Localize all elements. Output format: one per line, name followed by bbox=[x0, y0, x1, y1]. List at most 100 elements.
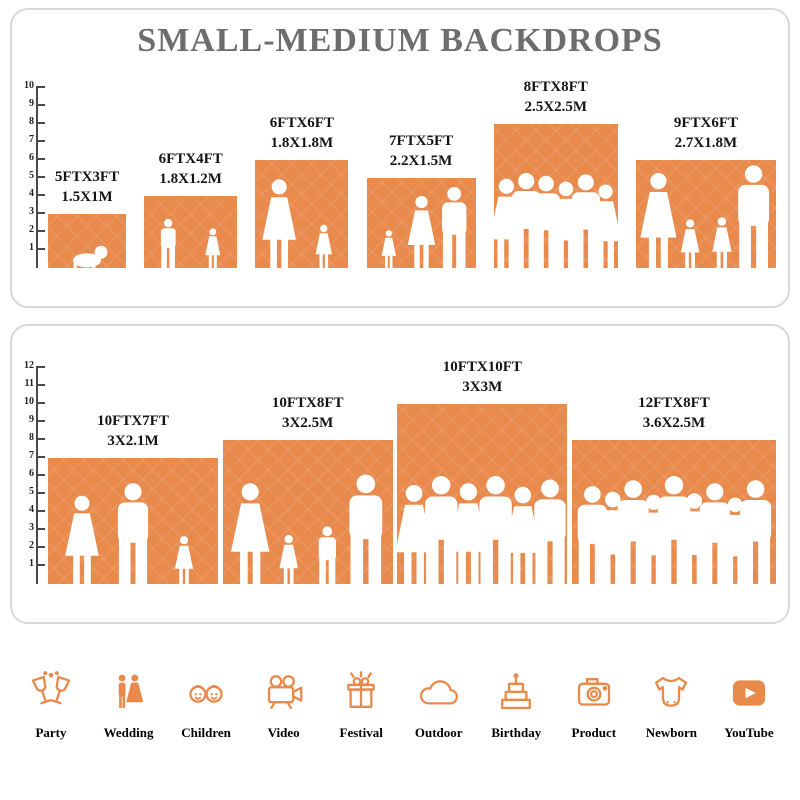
ruler-tick: 1 bbox=[29, 242, 45, 253]
backdrop-swatch bbox=[255, 160, 349, 268]
category-label: Birthday bbox=[491, 725, 542, 740]
backdrop-size-m: 3.6X2.5M bbox=[642, 414, 706, 431]
party-icon bbox=[28, 670, 74, 716]
category-item: Video bbox=[247, 670, 321, 741]
backdrop-size-m: 3X2.1M bbox=[107, 432, 159, 449]
ruler-tick-number: 2 bbox=[29, 540, 34, 551]
children-icon bbox=[183, 670, 229, 716]
ruler-tick-number: 12 bbox=[24, 360, 34, 371]
size-chart-page: SMALL-MEDIUM BACKDROPS 1 2 3 4 5 6 7 8 9 10 5FTX3… bbox=[10, 8, 790, 741]
backdrop-item: 8FTX8FT 2.5X2.5M bbox=[493, 78, 618, 268]
category-label: Newborn bbox=[645, 725, 698, 740]
ruler-feet-top: 1 2 3 4 5 6 7 8 9 10 bbox=[18, 10, 45, 268]
ruler-tick: 2 bbox=[29, 540, 45, 551]
ruler-tick-number: 8 bbox=[29, 432, 34, 443]
newborn-icon bbox=[648, 670, 694, 716]
ruler-tick: 7 bbox=[29, 450, 45, 461]
backdrop-label: 10FTX10FT 3X3M bbox=[443, 358, 522, 397]
category-row: Party Wedding Children Video Festival Ou… bbox=[10, 640, 790, 741]
backdrop-label: 12FTX8FT 3.6X2.5M bbox=[638, 394, 710, 433]
backdrop-size-ft: 7FTX5FT bbox=[388, 133, 454, 149]
backdrop-item: 6FTX6FT 1.8X1.8M bbox=[255, 114, 349, 268]
ruler-feet-bottom: 1 2 3 4 5 6 7 8 9 10 11 12 bbox=[18, 326, 45, 584]
category-label: Children bbox=[181, 725, 231, 740]
backdrop-size-m: 2.7X1.8M bbox=[674, 134, 738, 151]
backdrop-item: 5FTX3FT 1.5X1M bbox=[48, 168, 126, 268]
wedding-icon bbox=[106, 670, 152, 716]
backdrop-swatch bbox=[493, 124, 618, 268]
backdrop-item: 7FTX5FT 2.2X1.5M bbox=[366, 132, 476, 268]
ruler-tick: 6 bbox=[29, 152, 45, 163]
backdrop-label: 10FTX7FT 3X2.1M bbox=[97, 412, 169, 451]
ruler-tick-number: 1 bbox=[29, 558, 34, 569]
backdrop-row-top: 5FTX3FT 1.5X1M 6FTX4FT 1.8X1.2M 6FTX6FT … bbox=[48, 78, 776, 268]
ruler-tick-number: 2 bbox=[29, 224, 34, 235]
youtube-icon bbox=[726, 670, 772, 716]
category-item: Newborn bbox=[634, 670, 708, 741]
backdrop-size-ft: 10FTX7FT bbox=[97, 413, 169, 429]
category-item: Children bbox=[169, 670, 243, 741]
ruler-tick-number: 8 bbox=[29, 116, 34, 127]
backdrop-size-m: 1.8X1.2M bbox=[159, 170, 222, 187]
backdrop-size-ft: 10FTX10FT bbox=[442, 359, 522, 375]
backdrop-label: 5FTX3FT 1.5X1M bbox=[55, 168, 119, 207]
category-label: Product bbox=[571, 725, 617, 740]
category-item: Outdoor bbox=[402, 670, 476, 741]
ruler-tick: 3 bbox=[29, 206, 45, 217]
ruler-tick: 11 bbox=[25, 378, 45, 389]
ruler-line bbox=[36, 368, 38, 584]
ruler-tick-number: 11 bbox=[24, 378, 34, 389]
ruler-tick: 4 bbox=[29, 188, 45, 199]
ruler-tick-number: 9 bbox=[29, 414, 34, 425]
backdrop-size-m: 1.8X1.8M bbox=[270, 134, 334, 151]
ruler-tick: 2 bbox=[29, 224, 45, 235]
backdrop-swatch bbox=[635, 160, 776, 268]
backdrop-size-ft: 10FTX8FT bbox=[271, 395, 344, 411]
backdrop-label: 9FTX6FT 2.7X1.8M bbox=[674, 114, 738, 153]
ruler-tick: 12 bbox=[24, 360, 45, 371]
ruler-tick: 8 bbox=[29, 432, 45, 443]
page-title: SMALL-MEDIUM BACKDROPS bbox=[137, 22, 663, 59]
ruler-tick: 8 bbox=[29, 116, 45, 127]
backdrop-label: 6FTX4FT 1.8X1.2M bbox=[159, 150, 223, 189]
backdrop-item: 9FTX6FT 2.7X1.8M bbox=[635, 114, 776, 268]
category-item: Party bbox=[14, 670, 88, 741]
product-icon bbox=[571, 670, 617, 716]
backdrop-swatch bbox=[48, 214, 126, 268]
ruler-tick: 4 bbox=[29, 504, 45, 515]
backdrop-size-ft: 6FTX4FT bbox=[158, 151, 223, 167]
ruler-tick-number: 7 bbox=[29, 450, 34, 461]
backdrop-label: 10FTX8FT 3X2.5M bbox=[272, 394, 344, 433]
backdrop-label: 7FTX5FT 2.2X1.5M bbox=[389, 132, 453, 171]
backdrop-size-m: 3X3M bbox=[462, 378, 503, 395]
ruler-tick-number: 7 bbox=[29, 134, 34, 145]
backdrop-row-bottom: 10FTX7FT 3X2.1M 10FTX8FT 3X2.5M 10FTX10F… bbox=[48, 358, 776, 584]
category-label: Party bbox=[35, 725, 67, 740]
ruler-tick: 1 bbox=[29, 558, 45, 569]
backdrop-size-m: 3X2.5M bbox=[282, 414, 334, 431]
category-label: Wedding bbox=[103, 725, 154, 740]
ruler-tick-number: 1 bbox=[29, 242, 34, 253]
ruler-tick-number: 10 bbox=[24, 80, 34, 91]
ruler-tick-number: 3 bbox=[29, 522, 34, 533]
ruler-tick: 7 bbox=[29, 134, 45, 145]
backdrop-swatch bbox=[144, 196, 238, 268]
ruler-tick-number: 4 bbox=[29, 504, 34, 515]
backdrop-item: 10FTX7FT 3X2.1M bbox=[48, 412, 218, 584]
category-item: YouTube bbox=[712, 670, 786, 741]
category-label: YouTube bbox=[724, 725, 774, 740]
ruler-tick-number: 6 bbox=[29, 152, 34, 163]
category-item: Product bbox=[557, 670, 631, 741]
category-item: Birthday bbox=[479, 670, 553, 741]
video-icon bbox=[261, 670, 307, 716]
outdoor-icon bbox=[416, 670, 462, 716]
ruler-tick: 9 bbox=[29, 414, 45, 425]
category-item: Festival bbox=[324, 670, 398, 741]
ruler-tick-number: 6 bbox=[29, 468, 34, 479]
ruler-tick: 5 bbox=[29, 486, 45, 497]
backdrop-item: 6FTX4FT 1.8X1.2M bbox=[144, 150, 238, 268]
category-item: Wedding bbox=[92, 670, 166, 741]
backdrop-swatch bbox=[222, 440, 393, 584]
ruler-tick-number: 3 bbox=[29, 206, 34, 217]
ruler-tick-number: 5 bbox=[29, 486, 34, 497]
